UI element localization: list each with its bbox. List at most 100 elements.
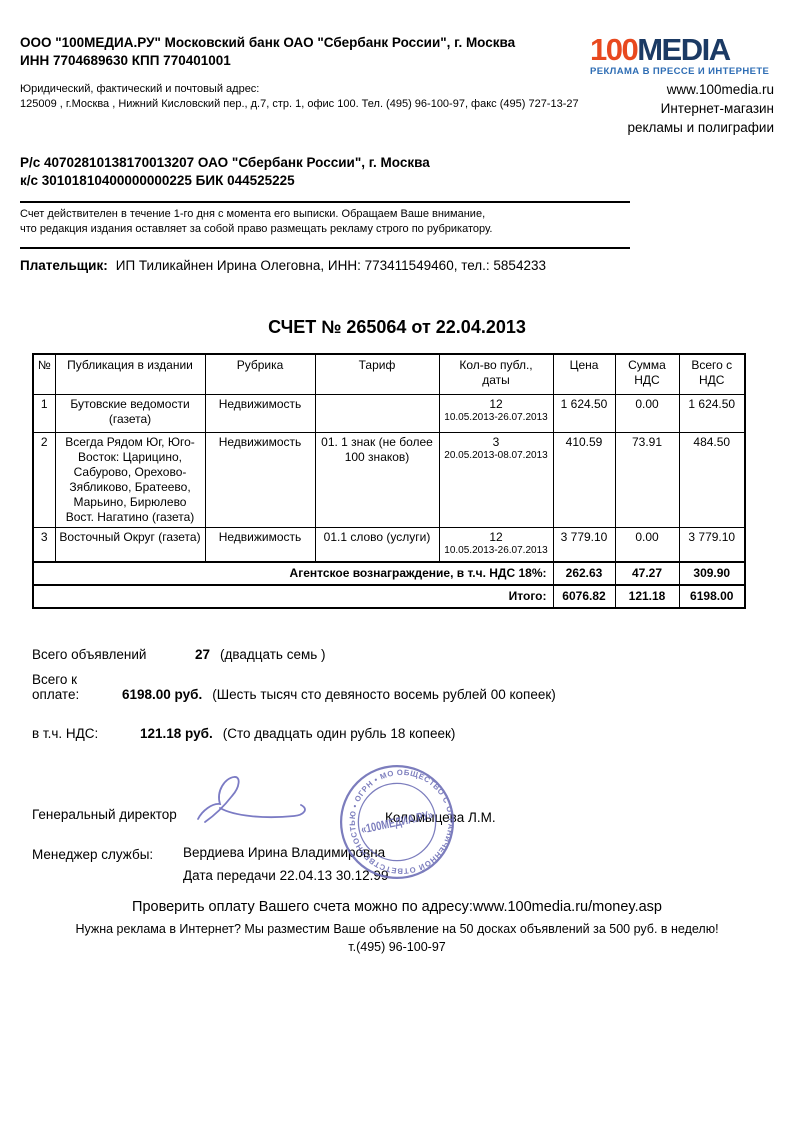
- director-label: Генеральный директор: [32, 807, 177, 823]
- address-value: 125009 , г.Москва , Нижний Кисловский пе…: [20, 97, 579, 110]
- company-inn-kpp: ИНН 7704689630 КПП 770401001: [20, 52, 231, 68]
- cell-tariff: [314, 393, 440, 433]
- bank-details: Р/с 40702810138170013207 ОАО "Сбербанк Р…: [20, 154, 774, 190]
- company-stamp: ОБЩЕСТВО С ОГРАНИЧЕННОЙ ОТВЕТСТВЕННОСТЬЮ…: [336, 761, 455, 880]
- brand-lines: www.100media.ru Интернет-магазин рекламы…: [590, 81, 774, 138]
- vat-row: в т.ч. НДС: 121.18 руб. (Сто двадцать один…: [32, 726, 774, 741]
- cell-num: 3: [32, 526, 56, 563]
- cell-qty-dates: 3 20.05.2013-08.07.2013: [438, 431, 554, 528]
- grand-total-label: Итого:: [32, 584, 554, 609]
- cell-total: 484.50: [678, 431, 746, 528]
- cell-qty-dates: 12 10.05.2013-26.07.2013: [438, 526, 554, 563]
- agent-fee-total: 309.90: [678, 561, 746, 586]
- agent-fee-vat: 47.27: [614, 561, 680, 586]
- cell-total: 3 779.10: [678, 526, 746, 563]
- logo-media: MEDIA: [637, 32, 731, 67]
- col-publication: Публикация в издании: [54, 353, 206, 395]
- logo-100media: 100MEDIA: [590, 34, 774, 65]
- cell-total: 1 624.50: [678, 393, 746, 433]
- director-name: Коломыцева Л.М.: [385, 810, 496, 826]
- ads-count-value: 27: [195, 647, 211, 663]
- cell-price: 3 779.10: [552, 526, 616, 563]
- manager-name: Вердиева Ирина Владимировна: [183, 845, 386, 861]
- notice-line2: что редакция издания оставляет за собой …: [20, 222, 493, 235]
- qty-value: 12: [489, 396, 503, 411]
- cell-rubric: Недвижимость: [204, 431, 316, 528]
- cell-price: 1 624.50: [552, 393, 616, 433]
- dates-value: 20.05.2013-08.07.2013: [444, 449, 548, 461]
- payer-value: ИП Тиликайнен Ирина Олеговна, ИНН: 77341…: [115, 258, 546, 274]
- col-qty-dates: Кол-во публ., даты: [438, 353, 554, 395]
- cell-vat: 0.00: [614, 526, 680, 563]
- stamp-center-text: «100МЕДИА.РУ»: [360, 808, 435, 837]
- grand-total-vat: 121.18: [614, 584, 680, 609]
- vat-value: 121.18 руб.: [140, 726, 213, 742]
- total-due-label: Всего к оплате:: [32, 672, 80, 703]
- director-signature: [197, 776, 306, 824]
- company-info: ООО "100МЕДИА.РУ" Московский банк ОАО "С…: [20, 34, 580, 112]
- cell-vat: 73.91: [614, 431, 680, 528]
- invoice-table: № Публикация в издании Рубрика Тариф Кол…: [32, 353, 746, 610]
- phone-line: т.(495) 96-100-97: [348, 940, 446, 955]
- validity-notice: Счет действителен в течение 1-го дня с м…: [20, 207, 774, 236]
- total-due-value: 6198.00 руб.: [122, 687, 203, 703]
- ads-count-row: Всего объявлений 27 (двадцать семь ): [32, 647, 774, 662]
- cell-vat: 0.00: [614, 393, 680, 433]
- sums-section: Всего объявлений 27 (двадцать семь ) Всего…: [32, 647, 774, 741]
- ads-count-label: Всего объявлений: [32, 647, 147, 663]
- cell-publication: Бутовские ведомости (газета): [54, 393, 206, 433]
- ads-count-words: (двадцать семь ): [220, 647, 326, 663]
- col-price: Цена: [552, 353, 616, 395]
- footer: Проверить оплату Вашего счета можно по а…: [20, 899, 774, 954]
- cell-publication: Восточный Округ (газета): [54, 526, 206, 563]
- cell-tariff: 01. 1 знак (не более 100 знаков): [314, 431, 440, 528]
- payment-check-line: Проверить оплату Вашего счета можно по а…: [132, 899, 662, 916]
- qty-value: 3: [492, 434, 500, 449]
- notice-line1: Счет действителен в течение 1-го дня с м…: [20, 208, 486, 221]
- transfer-date: Дата передачи 22.04.13 30.12.99: [183, 868, 389, 884]
- table-row: 3 Восточный Округ (газета) Недвижимость …: [32, 526, 746, 563]
- agent-fee-label: Агентское вознаграждение, в т.ч. НДС 18%…: [32, 561, 554, 586]
- table-row: 1 Бутовские ведомости (газета) Недвижимо…: [32, 393, 746, 433]
- brand-site: www.100media.ru: [666, 82, 774, 97]
- logo-100: 100: [590, 32, 639, 67]
- cell-num: 2: [32, 431, 56, 528]
- dates-value: 10.05.2013-26.07.2013: [444, 411, 548, 423]
- col-tariff: Тариф: [314, 353, 440, 395]
- grand-total-price: 6076.82: [552, 584, 616, 609]
- grand-total-sum: 6198.00: [678, 584, 746, 609]
- divider-top: [20, 201, 630, 204]
- cell-publication: Всегда Рядом Юг, Юго-Восток: Царицино, С…: [54, 431, 206, 528]
- vat-words: (Сто двадцать один рубль 18 копеек): [222, 726, 456, 742]
- invoice-title: СЧЕТ № 265064 от 22.04.2013: [268, 317, 526, 338]
- col-num: №: [32, 353, 56, 395]
- agent-fee-row: Агентское вознаграждение, в т.ч. НДС 18%…: [32, 561, 746, 586]
- col-total: Всего с НДС: [678, 353, 746, 395]
- agent-fee-price: 262.63: [552, 561, 616, 586]
- cell-rubric: Недвижимость: [204, 526, 316, 563]
- brand-line3: рекламы и полиграфии: [627, 119, 774, 135]
- logo-tagline: РЕКЛАМА В ПРЕССЕ И ИНТЕРНЕТЕ: [590, 66, 770, 77]
- bank-account: Р/с 40702810138170013207 ОАО "Сбербанк Р…: [20, 154, 430, 170]
- brand-block: 100MEDIA РЕКЛАМА В ПРЕССЕ И ИНТЕРНЕТЕ ww…: [590, 34, 774, 138]
- address-label: Юридический, фактический и почтовый адре…: [20, 83, 260, 96]
- brand-line2: Интернет-магазин: [660, 100, 774, 116]
- payer-label: Плательщик:: [20, 258, 108, 274]
- divider-bottom: [20, 247, 630, 250]
- vat-label: в т.ч. НДС:: [32, 726, 99, 742]
- manager-label: Менеджер службы:: [32, 847, 154, 863]
- table-row: 2 Всегда Рядом Юг, Юго-Восток: Царицино,…: [32, 431, 746, 528]
- total-due-words: (Шесть тысяч сто девяносто восемь рублей…: [212, 687, 556, 703]
- cell-tariff: 01.1 слово (услуги): [314, 526, 440, 563]
- header: ООО "100МЕДИА.РУ" Московский банк ОАО "С…: [20, 34, 774, 138]
- cell-num: 1: [32, 393, 56, 433]
- bank-corr-bik: к/с 30101810400000000225 БИК 044525225: [20, 172, 295, 188]
- grand-total-row: Итого: 6076.82 121.18 6198.00: [32, 584, 746, 609]
- cell-rubric: Недвижимость: [204, 393, 316, 433]
- col-rubric: Рубрика: [204, 353, 316, 395]
- col-vat: Сумма НДС: [614, 353, 680, 395]
- total-due-row: Всего к оплате: 6198.00 руб. (Шесть тысяч …: [32, 672, 774, 702]
- payer-line: Плательщик: ИП Тиликайнен Ирина Олеговна,…: [20, 258, 774, 273]
- signature-section: Генеральный директор Коломыцева Л.М. ОБЩ…: [20, 761, 774, 893]
